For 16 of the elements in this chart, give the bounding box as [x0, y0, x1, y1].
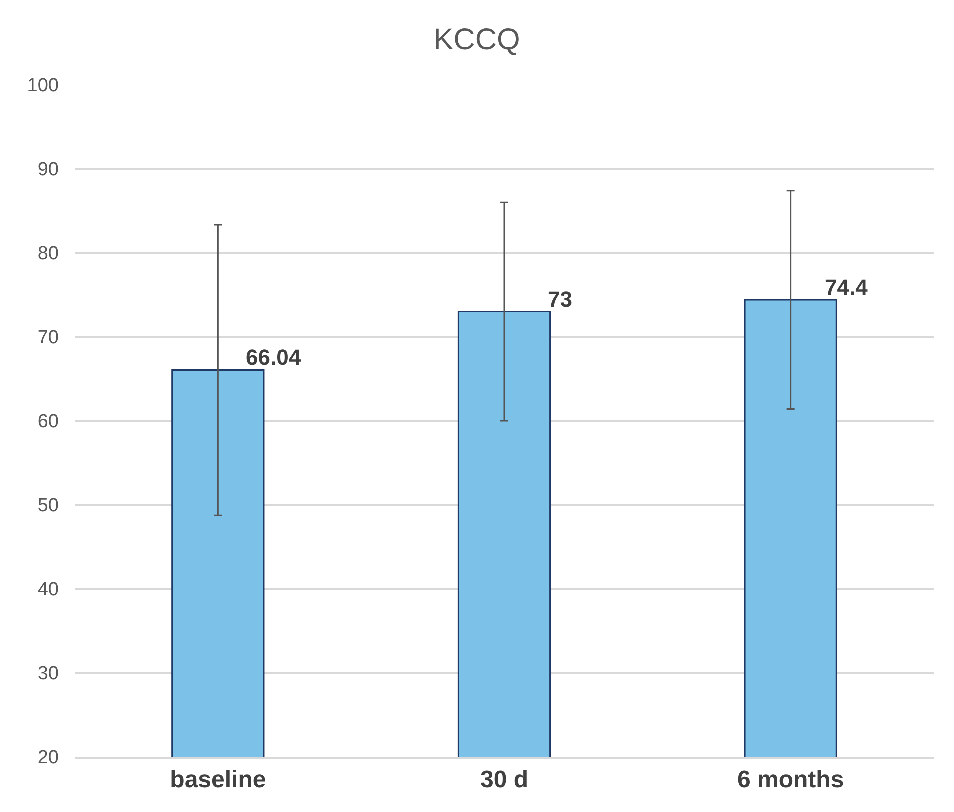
y-tick-label: 50: [38, 496, 59, 517]
data-label: 73: [548, 287, 572, 312]
x-tick-label: 30 d: [480, 766, 529, 794]
data-label: 66.04: [246, 345, 302, 370]
y-tick-label: 100: [27, 76, 59, 97]
y-tick-label: 70: [38, 328, 59, 349]
x-tick-label: baseline: [170, 766, 266, 794]
data-label: 74.4: [825, 275, 869, 300]
chart-title: KCCQ: [434, 23, 520, 56]
y-tick-label: 20: [38, 748, 59, 769]
y-tick-label: 60: [38, 412, 59, 433]
y-tick-label: 90: [38, 160, 59, 181]
y-tick-label: 40: [38, 580, 59, 601]
y-tick-label: 80: [38, 244, 59, 265]
y-tick-label: 30: [38, 664, 59, 685]
x-tick-label: 6 months: [737, 766, 844, 794]
